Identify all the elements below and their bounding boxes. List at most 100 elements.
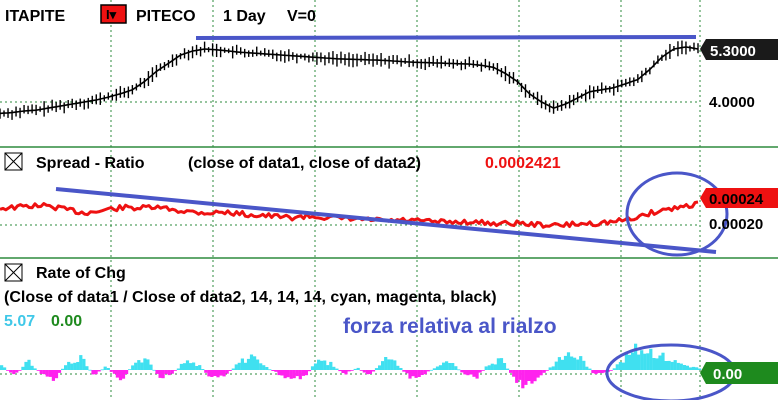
roc-bar [195,366,199,370]
roc-bar [329,361,333,370]
roc-bar [673,360,677,370]
spread-value: 0.0002421 [485,155,561,172]
roc-bar [566,352,571,370]
roc-bar [368,370,372,374]
roc-bar [484,366,488,370]
roc-bar [292,370,296,379]
roc-bar [3,367,7,370]
roc-bar [42,370,46,375]
roc-bar [615,364,619,370]
roc-close-button[interactable] [4,263,23,282]
roc-bar [576,359,580,370]
roc-bar [323,360,327,370]
roc-bar [307,370,312,372]
roc-bar [39,370,43,374]
roc-bar [115,370,119,378]
roc-bar [698,368,702,370]
interval-label[interactable]: 1 Day [223,8,266,25]
roc-bar [198,365,202,370]
roc-bar [213,370,217,376]
roc-bar [454,366,458,370]
roc-bar [347,370,351,372]
roc-bar [521,370,525,389]
roc-bar [210,370,214,377]
roc-bar [472,370,476,377]
roc-bar [189,363,193,370]
symbol1-label[interactable]: ITAPITE [5,8,65,25]
roc-bar [688,367,693,370]
roc-bar [341,370,345,373]
roc-value-1: 5.07 [4,313,35,330]
symbol-badge-button[interactable]: I▾ [100,4,127,24]
roc-bar [539,370,543,376]
roc-bar [509,370,513,373]
roc-bar [286,370,290,378]
roc-bar [100,369,104,371]
roc-bar [643,353,647,370]
roc-bar [390,359,394,370]
roc-bar [695,367,699,370]
roc-bar [289,370,293,379]
roc-bar [304,370,308,376]
price-trendline[interactable] [195,35,697,40]
roc-bar [399,368,403,370]
price-line [0,46,699,115]
roc-bar [265,367,269,370]
roc-bar [612,368,616,370]
price-tick-4: 4.0000 [709,94,755,111]
roc-bar [234,364,238,370]
spread-title: Spread - Ratio [36,155,145,172]
roc-bar [649,348,653,370]
roc-bar [429,369,433,371]
roc-bar [24,361,28,370]
roc-bar [609,370,613,371]
roc-bar [634,343,638,370]
symbol-badge-label: I▾ [106,7,117,22]
roc-bar [518,370,522,380]
roc-bar [140,362,144,370]
roc-bar [310,366,315,370]
roc-bar [530,370,534,384]
spread-subtitle: (close of data1, close of data2) [188,155,421,172]
roc-bar [201,369,205,370]
roc-bar [411,370,415,377]
roc-bar [64,365,68,370]
roc-bar [103,366,107,370]
roc-bar [21,366,25,370]
roc-bar [70,363,74,370]
spread-trendline[interactable] [55,187,717,254]
roc-bar [579,356,583,370]
roc-bar [637,354,641,370]
roc-bar [594,370,598,375]
forza-annotation: forza relativa al rialzo [343,315,557,338]
roc-bar [301,370,305,376]
roc-value-2: 0.00 [51,313,82,330]
roc-bar [442,362,446,370]
roc-bar [664,361,668,370]
roc-bar [182,363,187,370]
roc-bar [685,365,689,370]
roc-bar [30,365,34,370]
symbol2-label[interactable]: PITECO [136,8,196,25]
spread-close-button[interactable] [4,152,23,171]
roc-bar [365,370,369,375]
roc-bar [259,363,263,370]
roc-bar [313,363,318,370]
roc-bar [618,362,622,370]
roc-bar [676,362,680,370]
roc-bar [414,370,418,378]
roc-bar [670,361,674,370]
roc-bar [560,359,564,370]
roc-bar [597,370,601,373]
roc-bar [82,358,86,370]
roc-bar [457,369,461,371]
roc-bar [542,370,546,373]
roc-bar [167,370,171,376]
spread-highlight-circle [625,171,729,257]
price-series [0,40,699,120]
roc-bar [527,370,531,381]
roc-last-value: 0.00 [713,366,742,383]
roc-bar [640,350,644,370]
roc-bar [502,363,507,370]
roc-bar [384,357,388,370]
